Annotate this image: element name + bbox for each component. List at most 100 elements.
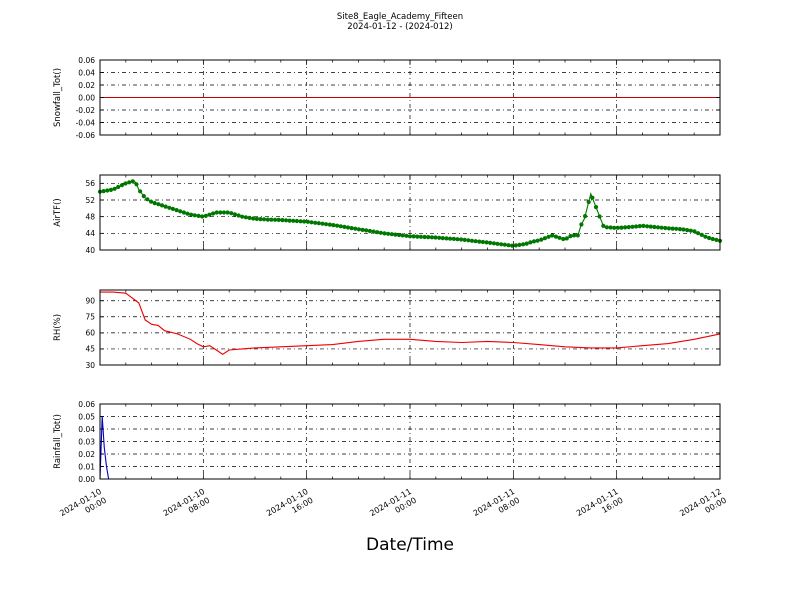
data-point: [174, 208, 179, 213]
data-point: [557, 235, 562, 240]
data-point: [528, 240, 533, 245]
data-point: [258, 217, 263, 222]
data-point: [612, 225, 617, 230]
x-tick-label: 2024-01-1108:00: [472, 487, 522, 527]
data-point: [371, 229, 376, 234]
data-point: [185, 211, 190, 216]
data-point: [393, 232, 398, 237]
data-point: [561, 236, 566, 242]
data-point: [203, 213, 208, 218]
data-point: [444, 236, 449, 241]
data-point: [324, 222, 329, 227]
data-point: [477, 239, 482, 244]
data-point: [382, 231, 387, 236]
data-point: [710, 236, 715, 242]
data-point: [429, 235, 434, 240]
data-point: [349, 226, 354, 231]
data-point: [648, 224, 653, 229]
data-point: [535, 238, 540, 243]
data-point: [692, 229, 697, 234]
data-point: [707, 235, 712, 241]
y-tick-label: 60: [85, 329, 95, 338]
data-point: [254, 216, 259, 221]
panel-1: -0.06 -0.04 -0.02 0.00 0.02 0.04 0.06 Snowfall_…: [53, 56, 721, 140]
data-point: [663, 225, 668, 231]
data-point: [265, 217, 270, 222]
data-point: [659, 225, 664, 230]
data-point: [466, 238, 471, 243]
data-point: [666, 226, 672, 231]
data-point: [579, 222, 584, 227]
data-point: [513, 243, 518, 248]
data-point: [269, 217, 274, 222]
data-point: [262, 217, 267, 222]
data-point: [338, 224, 343, 229]
data-point: [469, 238, 475, 243]
data-point: [397, 232, 402, 238]
data-point: [287, 218, 292, 223]
data-point: [484, 240, 489, 245]
x-tick-labels: 2024-01-1000:00 2024-01-1008:00 2024-01-10…: [58, 487, 728, 527]
data-point: [568, 234, 573, 239]
y-tick-label: 0.04: [78, 425, 95, 434]
data-point: [645, 224, 650, 229]
panel-3: 30 45 60 75 90 RH(%): [53, 289, 721, 370]
data-point: [116, 184, 121, 190]
y-axis-label: Snowfall_Tot(): [53, 68, 63, 127]
chart-title: Site8_Eagle_Academy_Fifteen: [337, 12, 463, 22]
y-tick-label: 0.03: [78, 437, 95, 446]
y-tick-label: 48: [85, 212, 95, 221]
data-point: [608, 225, 613, 230]
y-tick-label: 90: [85, 297, 95, 306]
data-point: [407, 234, 413, 239]
data-point: [130, 179, 135, 184]
data-point: [411, 234, 416, 239]
data-point: [119, 183, 124, 188]
chart-subtitle: 2024-01-12 - (2024-012): [347, 22, 452, 32]
data-point: [539, 237, 544, 242]
data-point: [236, 213, 241, 218]
data-point: [517, 242, 522, 247]
data-point: [546, 234, 551, 239]
data-point: [273, 217, 278, 222]
data-point: [674, 226, 679, 231]
data-point: [703, 234, 708, 239]
x-tick-label: 2024-01-1116:00: [575, 487, 625, 527]
x-tick-label: 2024-01-1008:00: [162, 487, 212, 527]
data-point: [652, 224, 657, 230]
data-point: [462, 237, 467, 242]
data-point: [240, 214, 245, 219]
y-tick-label: 52: [85, 196, 95, 205]
y-tick-label: 0.05: [78, 412, 95, 421]
data-point: [170, 206, 175, 211]
series-line: [100, 291, 721, 355]
data-point: [141, 194, 146, 199]
data-point: [521, 242, 526, 247]
data-point: [167, 205, 172, 210]
y-tick-label: 0.00: [78, 93, 95, 102]
data-point: [283, 218, 289, 223]
data-point: [480, 239, 485, 245]
data-point: [345, 225, 351, 230]
y-tick-label: 0.02: [78, 81, 95, 90]
y-tick-label: -0.02: [76, 106, 96, 115]
data-point: [626, 225, 631, 230]
y-tick-label: 0.01: [78, 462, 95, 471]
data-point: [572, 233, 577, 238]
data-point: [196, 213, 201, 218]
data-point: [553, 234, 559, 239]
data-point: [247, 215, 252, 220]
data-point: [232, 212, 237, 217]
data-point: [218, 210, 223, 215]
y-axis-label: RH(%): [53, 314, 63, 341]
data-point: [342, 224, 347, 229]
data-point: [601, 223, 606, 228]
data-point: [225, 210, 230, 215]
data-point: [145, 197, 150, 202]
data-point: [655, 225, 661, 230]
data-point: [451, 236, 456, 241]
data-point: [294, 218, 299, 224]
data-point: [389, 232, 394, 237]
data-point: [426, 235, 431, 240]
data-point: [623, 225, 628, 230]
